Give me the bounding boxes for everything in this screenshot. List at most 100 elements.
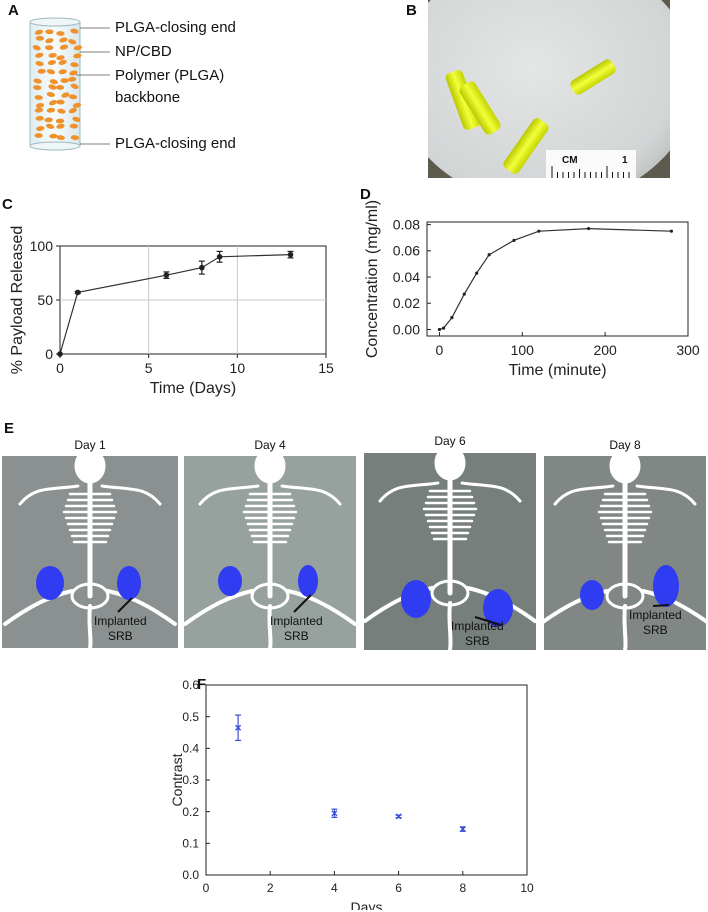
nanoparticle (44, 45, 54, 51)
ruler-tick-label: 1 (622, 155, 628, 166)
x-tick-label: 5 (145, 360, 153, 376)
nanoparticle (48, 84, 57, 90)
nanoparticle (70, 62, 79, 68)
y-axis-label: Contrast (170, 753, 185, 806)
nanoparticle (67, 76, 77, 82)
nanoparticle (68, 94, 78, 100)
nanoparticle (72, 116, 81, 122)
pointer-arrow (474, 616, 502, 626)
nanoparticle (56, 123, 65, 129)
nanoparticle (34, 95, 43, 100)
x-axis-label: Time (minute) (508, 362, 606, 379)
y-tick-label: 0.2 (182, 805, 199, 819)
data-point (57, 351, 63, 357)
panel-c-letter: C (2, 196, 13, 213)
signal-implanted (653, 565, 679, 607)
nanoparticle (58, 59, 67, 65)
data-point (450, 316, 454, 320)
data-point (199, 264, 205, 271)
signal-left (218, 566, 242, 596)
nanoparticle (46, 69, 56, 75)
x-tick-label: 2 (267, 881, 274, 895)
y-tick-label: 0.6 (182, 678, 199, 692)
implant-rod-3 (570, 59, 616, 95)
signal-implanted (298, 565, 318, 597)
data-point (235, 724, 242, 731)
nanoparticle (68, 39, 77, 45)
label-polymer: Polymer (PLGA) (115, 67, 225, 84)
day-label: Day 4 (254, 438, 286, 452)
nanoparticle (35, 115, 44, 121)
y-tick-label: 0.5 (182, 710, 199, 724)
nanoparticle (60, 78, 69, 83)
nanoparticles (32, 28, 83, 141)
skeleton (184, 456, 356, 648)
implants-photo: CM 1 (428, 0, 670, 178)
implanted-label-line2: SRB (465, 634, 490, 648)
nanoparticle (46, 123, 55, 129)
nanoparticle (48, 52, 57, 58)
nanoparticle (34, 133, 43, 138)
plot-frame (205, 684, 528, 876)
nanoparticle (73, 53, 82, 59)
nanoparticle (33, 78, 42, 84)
nanoparticle (35, 52, 44, 58)
nanoparticle (69, 70, 78, 76)
x-tick-label: 6 (395, 881, 402, 895)
y-tick-label: 50 (37, 292, 53, 308)
implanted-label: Implanted SRB (94, 614, 147, 644)
nanoparticle (47, 60, 57, 66)
x-tick-label: 4 (331, 881, 338, 895)
implanted-label-line1: Implanted (629, 608, 682, 622)
x-tick-label: 10 (230, 360, 246, 376)
nanoparticle (61, 92, 70, 98)
x-axis-label: Days (351, 899, 383, 910)
implanted-label-line2: SRB (108, 629, 133, 643)
data-point (331, 810, 338, 817)
data-point (395, 813, 402, 820)
label-np-cbd: NP/CBD (115, 43, 172, 60)
label-closing-end-top: PLGA-closing end (115, 19, 236, 36)
nanoparticle (69, 123, 79, 129)
data-point (163, 272, 170, 278)
plot-frame (426, 221, 689, 337)
y-tick-label: 0.3 (182, 773, 199, 787)
chart-d: 0 100 200 300 0.00 0.02 0.04 0.06 0.08 Time (minu… (364, 200, 700, 379)
day-label: Day 8 (609, 438, 641, 452)
pointer-arrow (117, 597, 133, 613)
signal-left (580, 580, 604, 610)
mouse-scan (2, 456, 178, 648)
panel-d-letter: D (360, 186, 371, 203)
x-tick-label: 200 (593, 342, 617, 358)
x-tick-label: 0 (436, 342, 444, 358)
y-tick-label: 0.06 (393, 243, 420, 259)
y-tick-label: 0.02 (393, 295, 420, 311)
x-tick-label: 8 (459, 881, 466, 895)
data-point (669, 229, 674, 233)
nanoparticle (70, 83, 79, 90)
skeleton (3, 456, 177, 648)
implant-rod-4 (503, 118, 549, 174)
mouse-scan (364, 453, 536, 650)
y-tick-label: 0.08 (393, 217, 420, 233)
nanoparticle (57, 108, 66, 114)
nanoparticle (48, 100, 58, 106)
chart-f: 0 2 4 6 8 10 0.0 0.1 0.2 0.3 0.4 0.5 0.6 Days Contrast (170, 678, 534, 910)
nanoparticle (58, 69, 67, 75)
panel-b-letter: B (406, 2, 417, 19)
pointer-arrow (293, 594, 312, 613)
data-point (287, 251, 294, 258)
data-point (459, 826, 466, 833)
skeleton (364, 453, 536, 650)
nanoparticle (32, 45, 41, 51)
x-tick-label: 300 (676, 342, 700, 358)
implanted-label-line2: SRB (643, 623, 668, 637)
nanoparticle (68, 107, 77, 114)
mouse-scan (184, 456, 356, 648)
nanoparticle (44, 117, 53, 123)
implanted-label-line1: Implanted (94, 614, 147, 628)
y-tick-label: 100 (30, 238, 54, 254)
nanoparticle (49, 79, 58, 85)
data-point (462, 292, 466, 296)
